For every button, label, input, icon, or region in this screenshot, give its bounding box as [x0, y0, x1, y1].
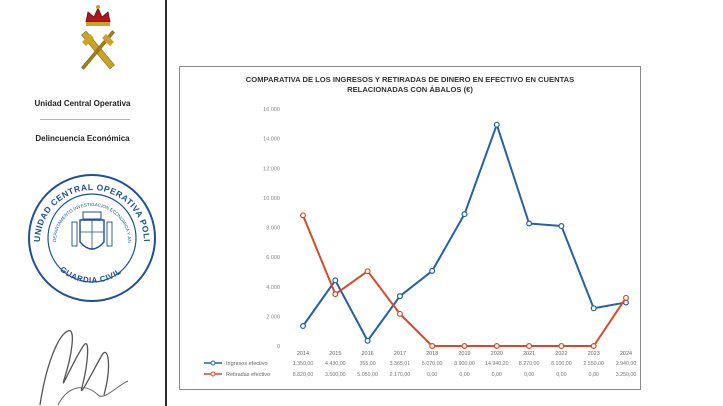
data-value-label: 0,00 — [589, 372, 599, 378]
y-tick-label: 14.000 — [263, 137, 280, 143]
legend-series-name: Ingresos efectivo — [226, 361, 268, 367]
data-point — [461, 211, 468, 218]
legend-series-name: Retiradas efectivo — [226, 372, 270, 378]
data-point — [526, 220, 533, 227]
y-tick-label: 10.000 — [263, 196, 280, 202]
data-value-label: 3.500,00 — [325, 372, 346, 378]
x-tick-label: 2018 — [426, 351, 438, 357]
data-value-label: 0,00 — [459, 372, 469, 378]
data-point — [299, 212, 306, 219]
x-tick-label: 2023 — [588, 351, 600, 357]
x-tick-label: 2017 — [394, 351, 406, 357]
legend-marker — [210, 371, 216, 377]
divider — [40, 119, 130, 120]
y-tick-label: 16.000 — [263, 107, 280, 113]
x-tick-label: 2019 — [458, 351, 470, 357]
chart-title-line1: COMPARATIVA DE LOS INGRESOS Y RETIRADAS … — [246, 75, 574, 84]
data-value-label: 355,00 — [359, 361, 375, 367]
data-point — [558, 343, 565, 350]
data-point — [590, 305, 597, 312]
data-value-label: 4.430,00 — [325, 361, 346, 367]
data-value-label: 5.050,00 — [357, 372, 378, 378]
data-point — [332, 291, 339, 298]
data-point — [461, 343, 468, 350]
cash-comparison-line-chart: COMPARATIVA DE LOS INGRESOS Y RETIRADAS … — [204, 75, 637, 378]
data-point — [526, 343, 533, 350]
x-tick-label: 2015 — [329, 351, 341, 357]
series-line — [302, 123, 627, 342]
legend-marker — [210, 360, 216, 366]
data-point — [396, 293, 403, 300]
data-point — [623, 294, 630, 301]
y-tick-label: 8.000 — [266, 226, 280, 232]
data-value-label: 8.820,00 — [293, 372, 314, 378]
handwritten-signature — [39, 330, 129, 406]
x-tick-label: 2021 — [523, 351, 535, 357]
data-value-label: 8.270,00 — [519, 361, 540, 367]
data-value-label: 2.550,00 — [583, 361, 604, 367]
x-tick-label: 2020 — [491, 351, 503, 357]
data-value-label: 8.900,00 — [454, 361, 475, 367]
data-value-label: 3.250,00 — [616, 372, 637, 378]
data-point — [558, 223, 565, 230]
unit-name: Unidad Central Operativa — [34, 99, 131, 108]
data-point — [364, 337, 371, 344]
x-tick-label: 2016 — [361, 351, 373, 357]
department-name: Delincuencia Económica — [35, 134, 130, 143]
vertical-divider — [165, 0, 167, 406]
sidebar: Unidad Central Operativa Delincuencia Ec… — [0, 0, 165, 406]
chart-panel: COMPARATIVA DE LOS INGRESOS Y RETIRADAS … — [179, 66, 641, 390]
x-tick-label: 2024 — [620, 351, 632, 357]
data-value-label: 8.100,00 — [551, 361, 572, 367]
svg-text:GUARDIA CIVIL: GUARDIA CIVIL — [58, 265, 123, 285]
data-point — [493, 343, 500, 350]
official-stamp: UNIDAD CENTRAL OPERATIVA POLICIA JUDICIA… — [24, 168, 156, 302]
data-point — [332, 277, 339, 284]
y-tick-label: 4.000 — [266, 285, 280, 291]
data-value-label: 0,00 — [492, 372, 502, 378]
data-value-label: 5.070,00 — [422, 361, 443, 367]
y-tick-label: 12.000 — [263, 166, 280, 172]
data-value-label: 3.365,01 — [390, 361, 411, 367]
data-point — [590, 343, 597, 350]
data-point — [364, 268, 371, 275]
data-point — [493, 121, 500, 128]
data-value-label: 1.350,00 — [293, 361, 314, 367]
data-value-label: 2.170,00 — [390, 372, 411, 378]
guardia-civil-emblem-icon — [81, 5, 115, 70]
chart-title-line2: RELACIONADAS CON ÁBALOS (€) — [347, 85, 473, 94]
data-value-label: 14.940,20 — [485, 361, 509, 367]
x-tick-label: 2022 — [555, 351, 567, 357]
data-value-label: 0,00 — [524, 372, 534, 378]
y-tick-label: 2.000 — [266, 314, 280, 320]
x-tick-label: 2014 — [297, 351, 309, 357]
data-point — [396, 310, 403, 317]
series-line — [302, 214, 627, 347]
coat-of-arms-icon — [79, 219, 105, 250]
y-tick-label: 6.000 — [266, 255, 280, 261]
stamp-bottom-text: GUARDIA CIVIL — [58, 265, 122, 285]
data-value-label: 0,00 — [427, 372, 437, 378]
data-point — [299, 323, 306, 330]
data-value-label: 2.940,00 — [616, 361, 637, 367]
y-tick-label: 0 — [277, 344, 280, 350]
data-point — [429, 267, 436, 274]
data-point — [429, 343, 436, 350]
data-value-label: 0,00 — [556, 372, 566, 378]
